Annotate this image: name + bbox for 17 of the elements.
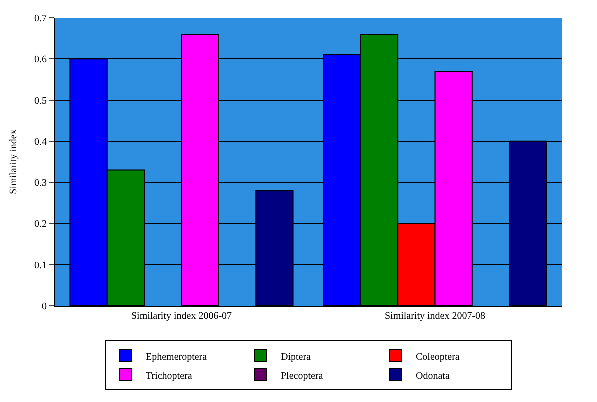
y-tick-label: 0 <box>42 302 47 312</box>
legend-label: Diptera <box>281 352 312 363</box>
y-tick-label: 0.1 <box>34 260 47 272</box>
x-tick-label: Similarity index 2007-08 <box>384 311 486 322</box>
y-tick-label: 0.2 <box>34 219 47 230</box>
x-tick-label: Similarity index 2006-07 <box>131 311 232 322</box>
legend-label: Plecoptera <box>281 370 324 382</box>
y-tick-label: 0.6 <box>34 54 47 66</box>
legend-label: Ephemeroptera <box>146 352 208 363</box>
y-axis-title: Similarity index <box>8 130 20 194</box>
legend-label: Coleoptera <box>416 352 460 363</box>
legend-label: Odonata <box>416 370 450 382</box>
y-tick-label: 0.5 <box>34 96 47 107</box>
y-tick-label: 0.3 <box>34 178 47 190</box>
y-tick-label: 0.7 <box>34 14 47 24</box>
legend-label: Trichoptera <box>146 370 193 382</box>
y-tick-label: 0.4 <box>34 136 47 148</box>
